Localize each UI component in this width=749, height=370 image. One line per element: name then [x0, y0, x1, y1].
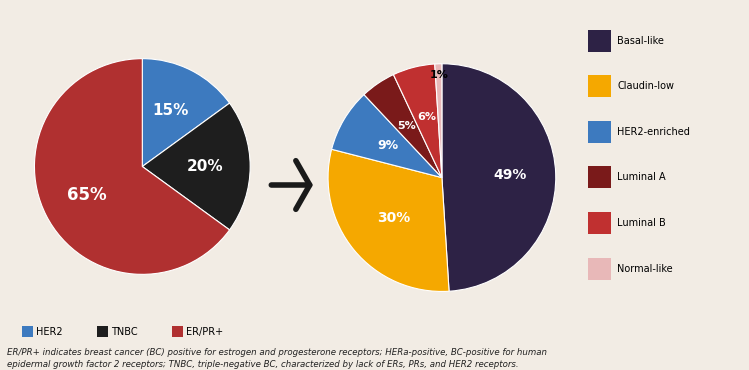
Text: 49%: 49% [494, 168, 527, 182]
Text: 30%: 30% [377, 211, 410, 225]
Text: 1%: 1% [429, 70, 448, 80]
Text: Luminal A: Luminal A [617, 172, 666, 182]
FancyBboxPatch shape [587, 166, 610, 188]
FancyBboxPatch shape [587, 212, 610, 234]
Wedge shape [332, 95, 442, 178]
Text: 15%: 15% [153, 103, 189, 118]
Text: 65%: 65% [67, 186, 106, 204]
Text: ER/PR+ indicates breast cancer (BC) positive for estrogen and progesterone recep: ER/PR+ indicates breast cancer (BC) posi… [7, 349, 548, 369]
Text: HER2: HER2 [36, 326, 63, 337]
Wedge shape [328, 149, 449, 292]
Wedge shape [393, 64, 442, 178]
Text: ER/PR+: ER/PR+ [186, 326, 223, 337]
Wedge shape [142, 58, 229, 167]
Text: 5%: 5% [397, 121, 416, 131]
Text: Claudin-low: Claudin-low [617, 81, 674, 91]
Wedge shape [364, 75, 442, 178]
Text: 6%: 6% [417, 112, 436, 122]
Wedge shape [142, 103, 250, 230]
FancyBboxPatch shape [587, 30, 610, 51]
Text: HER2-enriched: HER2-enriched [617, 127, 690, 137]
Text: TNBC: TNBC [111, 326, 138, 337]
Wedge shape [34, 58, 229, 275]
Text: Basal-like: Basal-like [617, 36, 664, 46]
Text: Luminal B: Luminal B [617, 218, 666, 228]
Wedge shape [434, 64, 442, 178]
FancyBboxPatch shape [587, 121, 610, 143]
Text: Normal-like: Normal-like [617, 263, 673, 273]
Wedge shape [442, 64, 556, 291]
Text: 20%: 20% [187, 159, 223, 174]
Text: 9%: 9% [377, 139, 398, 152]
FancyBboxPatch shape [587, 258, 610, 279]
FancyBboxPatch shape [587, 75, 610, 97]
